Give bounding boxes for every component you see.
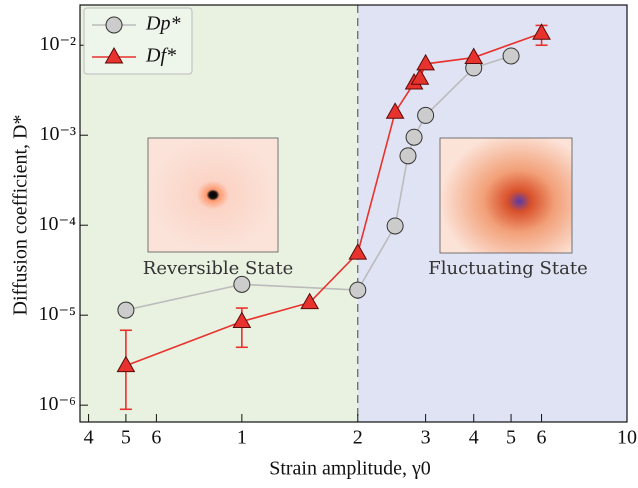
- point: [232, 311, 252, 329]
- x-tick-label: 5: [506, 427, 516, 449]
- legend-label: Df*: [145, 45, 176, 67]
- x-tick-label: 6: [151, 427, 161, 449]
- point: [349, 281, 367, 299]
- point: [233, 275, 251, 293]
- x-tick-label: 5: [121, 427, 131, 449]
- series-line: [125, 32, 542, 367]
- point: [502, 47, 520, 65]
- annotation: Reversible State: [143, 258, 293, 279]
- legend-label: Dp*: [145, 13, 180, 35]
- x-tick-label: 1: [237, 427, 247, 449]
- x-tick-label: 10: [617, 427, 637, 449]
- x-axis-label: Strain amplitude, γ0: [269, 458, 431, 480]
- x-tick-label: 4: [84, 427, 94, 449]
- x-tick-label: 2: [353, 427, 363, 449]
- inset-fluctuating: [439, 137, 573, 254]
- point: [464, 47, 484, 65]
- y-tick-label: 10⁻⁴: [38, 213, 76, 235]
- y-tick-label: 10⁻³: [39, 123, 76, 145]
- x-tick-label: 6: [537, 427, 547, 449]
- x-tick-label: 3: [421, 427, 431, 449]
- point: [410, 68, 430, 85]
- legend-marker: [104, 46, 124, 64]
- point: [117, 301, 135, 319]
- y-axis-label: Diffusion coefficient, D*: [10, 115, 32, 316]
- y-tick-label: 10⁻²: [39, 33, 76, 55]
- point: [300, 292, 320, 310]
- inset-reversible: [147, 137, 279, 253]
- legend-marker: [105, 16, 123, 34]
- y-tick-label: 10⁻⁵: [38, 303, 76, 325]
- point: [417, 106, 435, 124]
- annotation: Fluctuating State: [428, 258, 588, 279]
- point: [385, 102, 405, 119]
- point: [116, 355, 136, 373]
- point: [532, 23, 551, 40]
- point: [386, 217, 404, 235]
- point: [399, 147, 417, 165]
- point: [416, 53, 435, 71]
- y-tick-label: 10⁻⁶: [38, 393, 76, 415]
- x-tick-label: 4: [469, 427, 479, 449]
- point: [405, 128, 423, 146]
- point: [348, 243, 368, 260]
- plot-frame: [79, 4, 628, 423]
